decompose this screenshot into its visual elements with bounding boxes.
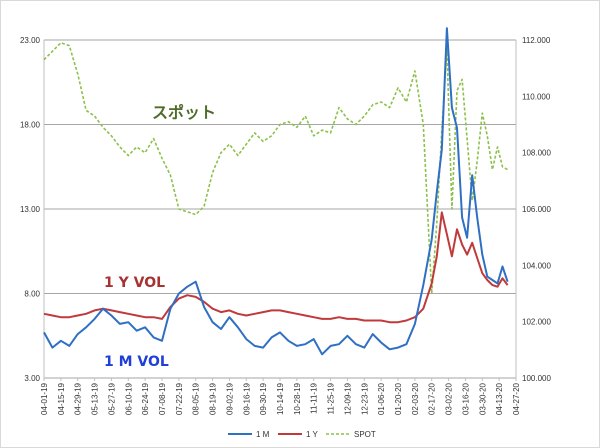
x-tick-label: 08-05-19 [192, 382, 201, 415]
x-tick-label: 08-19-19 [209, 382, 218, 415]
x-tick-label: 01-20-20 [394, 382, 403, 415]
left-tick-label: 23.00 [20, 36, 41, 45]
x-tick-label: 06-10-19 [124, 382, 133, 415]
x-tick-label: 09-30-19 [259, 382, 268, 415]
x-tick-label: 10-14-19 [276, 382, 285, 415]
legend-label-spot: SPOT [354, 430, 376, 439]
x-tick-label: 05-27-19 [107, 382, 116, 415]
x-tick-label: 11-25-19 [327, 382, 336, 414]
right-tick-label: 108.000 [522, 149, 551, 158]
x-tick-label: 03-30-20 [478, 382, 487, 415]
annotation-1m-vol: 1 M VOL [104, 354, 169, 370]
left-tick-label: 3.00 [24, 374, 40, 383]
series-line-spot [43, 41, 508, 295]
legend-label-1y: 1 Y [306, 430, 319, 439]
x-tick-label: 04-01-19 [40, 382, 49, 415]
x-tick-label: 07-08-19 [158, 382, 167, 415]
x-tick-label: 05-13-19 [91, 382, 100, 415]
x-tick-label: 09-16-19 [242, 382, 251, 415]
x-tick-label: 11-11-19 [310, 382, 319, 413]
annotation-1y-vol: 1 Y VOL [104, 275, 165, 291]
x-tick-label: 09-02-19 [225, 382, 234, 415]
right-tick-label: 110.000 [522, 92, 551, 101]
x-tick-label: 12-23-19 [360, 382, 369, 415]
right-tick-label: 106.000 [522, 205, 551, 214]
right-tick-label: 100.000 [522, 374, 551, 383]
x-tick-label: 04-15-19 [57, 382, 66, 415]
x-tick-label: 12-09-19 [343, 382, 352, 415]
x-tick-label: 01-06-20 [377, 382, 386, 415]
x-tick-label: 10-28-19 [293, 382, 302, 415]
right-tick-label: 104.000 [522, 261, 551, 270]
series-line-1m [43, 27, 509, 356]
x-tick-label: 03-02-20 [445, 382, 454, 415]
right-tick-label: 112.000 [522, 36, 551, 45]
series-line-1y [43, 211, 509, 324]
right-tick-label: 102.000 [522, 318, 551, 327]
legend-label-1m: 1 M [256, 430, 270, 439]
x-tick-label: 02-17-20 [428, 382, 437, 415]
x-tick-label: 02-03-20 [411, 382, 420, 415]
left-tick-label: 18.00 [20, 121, 41, 130]
left-tick-label: 8.00 [24, 290, 40, 299]
x-tick-label: 06-24-19 [141, 382, 150, 415]
legend: 1 M 1 Y SPOT [228, 430, 376, 439]
x-tick-label: 04-27-20 [512, 382, 521, 415]
x-tick-label: 03-16-20 [461, 382, 470, 415]
x-tick-label: 07-22-19 [175, 382, 184, 415]
x-tick-label: 04-13-20 [495, 382, 504, 415]
x-tick-label: 04-29-19 [74, 382, 83, 415]
left-tick-label: 13.00 [20, 205, 41, 214]
annotation-spot: スポット [152, 103, 216, 122]
